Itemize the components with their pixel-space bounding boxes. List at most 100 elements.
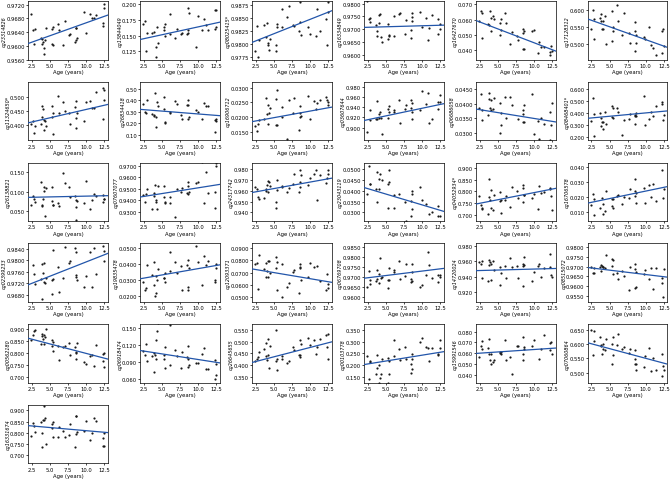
- Point: [85, 98, 95, 106]
- X-axis label: Age (years): Age (years): [277, 231, 307, 236]
- X-axis label: Age (years): Age (years): [53, 70, 83, 75]
- Point: [99, 430, 110, 437]
- Point: [191, 180, 202, 188]
- Point: [91, 89, 101, 96]
- Point: [198, 100, 209, 108]
- Point: [486, 205, 497, 213]
- Point: [149, 113, 159, 121]
- Point: [613, 109, 624, 117]
- Point: [149, 369, 159, 376]
- Point: [152, 99, 163, 107]
- Point: [210, 372, 221, 380]
- Point: [81, 417, 91, 425]
- Point: [405, 360, 416, 368]
- Point: [314, 97, 325, 105]
- Point: [310, 350, 321, 358]
- Point: [192, 259, 203, 266]
- X-axis label: Age (years): Age (years): [612, 392, 643, 397]
- Point: [629, 260, 640, 268]
- Point: [182, 363, 193, 371]
- Point: [30, 326, 40, 334]
- Point: [393, 345, 404, 353]
- Point: [262, 189, 273, 196]
- Point: [260, 35, 271, 42]
- Point: [517, 262, 528, 270]
- Point: [310, 107, 321, 114]
- Point: [253, 117, 264, 124]
- Point: [159, 275, 169, 283]
- Point: [476, 343, 487, 350]
- X-axis label: Age (years): Age (years): [53, 392, 83, 397]
- Point: [630, 346, 640, 354]
- Point: [26, 202, 37, 209]
- Point: [149, 292, 160, 300]
- Point: [630, 112, 640, 120]
- Point: [183, 191, 194, 199]
- Point: [160, 278, 171, 286]
- Point: [149, 190, 159, 197]
- Point: [364, 139, 374, 146]
- Point: [147, 30, 158, 38]
- Point: [484, 336, 495, 344]
- Point: [97, 243, 108, 251]
- Point: [501, 20, 511, 27]
- Point: [482, 21, 493, 29]
- Point: [612, 105, 623, 113]
- Point: [519, 192, 530, 199]
- Point: [607, 271, 618, 279]
- Point: [29, 270, 40, 278]
- Point: [295, 0, 306, 1]
- X-axis label: Age (years): Age (years): [165, 151, 196, 156]
- Point: [384, 277, 394, 285]
- Point: [159, 194, 169, 202]
- Point: [47, 420, 58, 428]
- Point: [41, 440, 52, 447]
- Point: [596, 268, 607, 276]
- Point: [53, 357, 64, 364]
- Point: [401, 261, 411, 268]
- Point: [587, 7, 598, 15]
- Point: [149, 90, 160, 97]
- Point: [48, 418, 58, 426]
- Point: [183, 97, 194, 105]
- Point: [176, 189, 187, 196]
- Point: [310, 306, 321, 314]
- Point: [406, 369, 417, 377]
- Y-axis label: cg24317742: cg24317742: [229, 177, 235, 208]
- Point: [476, 8, 487, 16]
- Point: [321, 332, 332, 340]
- Point: [546, 271, 557, 279]
- Point: [415, 184, 425, 192]
- Point: [401, 102, 411, 109]
- Point: [382, 379, 393, 387]
- Point: [658, 26, 669, 34]
- Point: [518, 30, 529, 37]
- Point: [384, 103, 394, 111]
- Point: [48, 247, 58, 255]
- Point: [629, 360, 640, 368]
- Point: [364, 107, 375, 115]
- Point: [271, 48, 282, 56]
- Point: [517, 119, 528, 127]
- Point: [545, 52, 556, 60]
- Point: [85, 249, 95, 256]
- Point: [407, 268, 418, 276]
- Point: [373, 379, 384, 387]
- Point: [47, 26, 58, 34]
- Point: [630, 200, 641, 207]
- Point: [183, 342, 194, 350]
- Point: [321, 271, 332, 278]
- Point: [599, 13, 610, 21]
- Point: [260, 96, 271, 103]
- Point: [646, 193, 657, 201]
- Point: [487, 258, 498, 266]
- Point: [159, 24, 169, 32]
- Point: [546, 121, 557, 129]
- Point: [64, 184, 75, 192]
- Point: [435, 274, 446, 282]
- Point: [262, 257, 273, 265]
- Point: [87, 283, 97, 291]
- Point: [482, 210, 493, 218]
- Point: [259, 116, 269, 124]
- Point: [624, 186, 635, 194]
